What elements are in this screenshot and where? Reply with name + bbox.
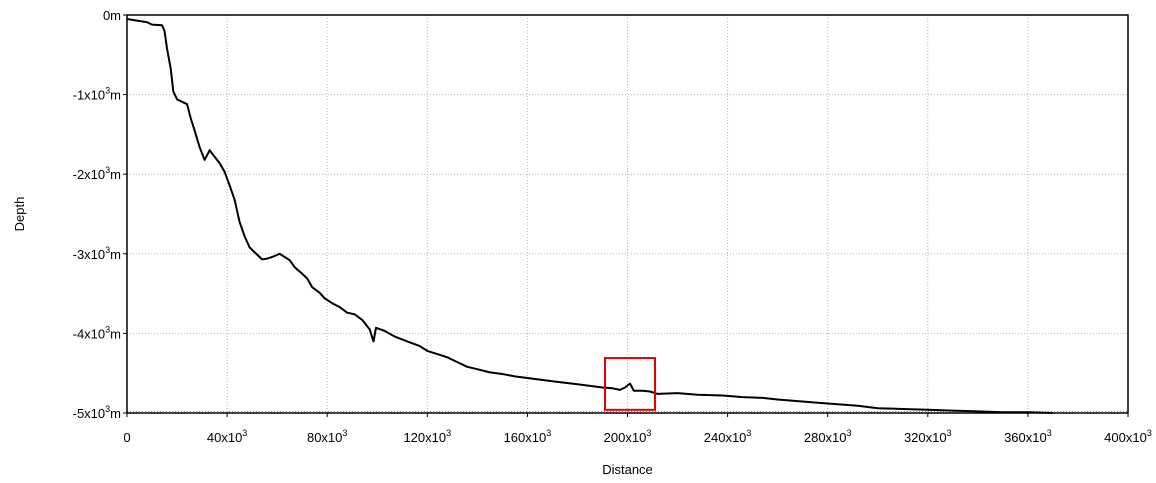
x-tick-label: 400x103 — [1104, 428, 1152, 445]
series-layer — [126, 18, 1053, 414]
y-axis-title: Depth — [12, 197, 27, 232]
x-tick-label: 360x103 — [1004, 428, 1052, 445]
x-tick-label: 240x103 — [704, 428, 752, 445]
x-tick-label: 80x103 — [307, 428, 347, 445]
grid — [127, 15, 1128, 413]
x-axis: 0 40x103 80x103 120x103 160x103 200x103 240x10… — [123, 413, 1152, 445]
y-tick-label: -3x103m — [73, 245, 121, 262]
y-tick-label: -4x103m — [73, 324, 121, 341]
x-tick-label: 120x103 — [403, 428, 451, 445]
depth-series-line — [126, 18, 1053, 414]
y-tick-label: -1x103m — [73, 86, 121, 103]
y-axis: 0m -1x103m -2x103m -3x103m -4x103m -5x103m — [73, 8, 127, 421]
x-axis-title: Distance — [602, 462, 653, 477]
y-tick-label: 0m — [103, 8, 121, 23]
y-tick-label: -5x103m — [73, 404, 121, 421]
highlight-layer — [603, 357, 657, 411]
y-tick-label: -2x103m — [73, 165, 121, 182]
x-tick-label: 160x103 — [504, 428, 552, 445]
highlight-box — [603, 357, 657, 411]
x-tick-label: 0 — [123, 430, 130, 445]
x-tick-label: 200x103 — [604, 428, 652, 445]
x-tick-label: 280x103 — [804, 428, 852, 445]
x-tick-label: 40x103 — [207, 428, 247, 445]
x-tick-label: 320x103 — [904, 428, 952, 445]
